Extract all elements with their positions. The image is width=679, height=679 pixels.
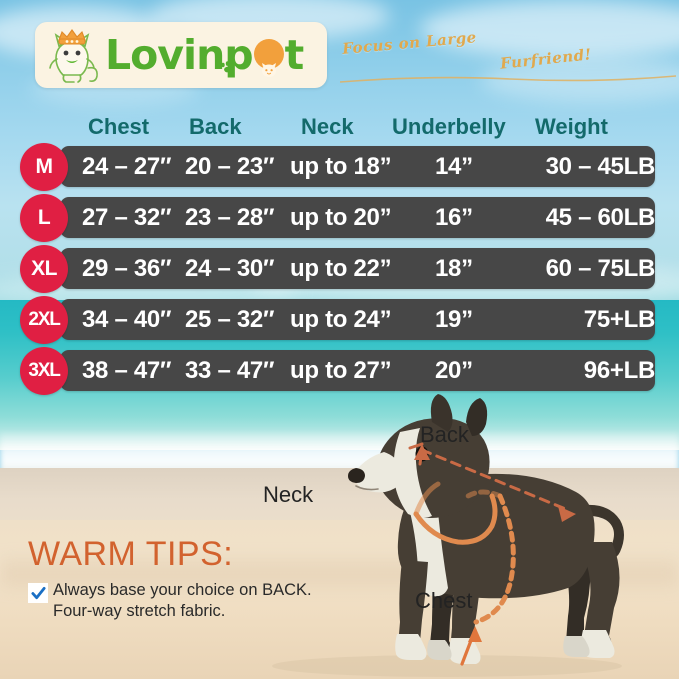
brand-wordmark: Lovinp t <box>105 30 305 79</box>
label-chest: Chest <box>415 588 473 613</box>
cell-weight: 96+LB <box>583 357 656 384</box>
cell-back: 25 – 32″ <box>185 306 275 333</box>
cell-chest: 34 – 40″ <box>82 306 172 333</box>
checkmark-icon <box>28 583 48 603</box>
warm-tips-line-2: BACK. Four-way stretch fabric. <box>53 581 312 620</box>
cell-chest: 24 – 27″ <box>82 153 172 180</box>
table-row[interactable]: XL 29 – 36″ 24 – 30″ up to 22” 18” 60 – … <box>0 245 679 293</box>
size-table: Chest Back Neck Underbelly Weight M 24 –… <box>0 112 679 401</box>
cell-underbelly: 19” <box>435 306 473 333</box>
cell-neck: up to 27” <box>290 357 392 384</box>
cell-neck: up to 24” <box>290 306 392 333</box>
label-back: Back <box>420 422 469 447</box>
cell-back: 20 – 23″ <box>185 153 275 180</box>
warm-tips-line-1: Always base your choice on <box>53 581 258 599</box>
column-header-back: Back <box>189 114 242 139</box>
row-background <box>60 350 655 391</box>
column-header-neck: Neck <box>301 114 354 139</box>
cell-chest: 38 – 47″ <box>82 357 172 384</box>
size-badge: 3XL <box>20 347 68 395</box>
row-background <box>60 248 655 289</box>
cell-weight: 60 – 75LB <box>545 255 656 282</box>
table-header-row: Chest Back Neck Underbelly Weight <box>0 112 679 146</box>
warm-tips-text: Always base your choice on BACK. Four-wa… <box>53 580 328 622</box>
brand-logo: Lovinp t <box>35 22 327 88</box>
row-background <box>60 146 655 187</box>
warm-tips-body: Always base your choice on BACK. Four-wa… <box>28 580 328 622</box>
cell-underbelly: 18” <box>435 255 473 282</box>
cell-neck: up to 20” <box>290 204 392 231</box>
table-row[interactable]: 3XL 38 – 47″ 33 – 47″ up to 27” 20” 96+L… <box>0 347 679 395</box>
warm-tips-title: WARM TIPS: <box>28 535 234 573</box>
cell-chest: 29 – 36″ <box>82 255 172 282</box>
size-badge: 2XL <box>20 296 68 344</box>
cloud-shape <box>420 0 679 58</box>
cell-underbelly: 14” <box>435 153 473 180</box>
cell-back: 23 – 28″ <box>185 204 275 231</box>
cloud-shape <box>480 58 679 102</box>
wordmark-e-cat-icon <box>253 38 284 77</box>
column-header-weight: Weight <box>535 114 608 139</box>
table-row[interactable]: 2XL 34 – 40″ 25 – 32″ up to 24” 19” 75+L… <box>0 296 679 344</box>
dog-illustration-icon <box>232 392 679 679</box>
cell-underbelly: 16” <box>435 204 473 231</box>
cell-chest: 27 – 32″ <box>82 204 172 231</box>
cat-mascot-icon <box>41 26 103 84</box>
paw-print-icon <box>220 39 235 72</box>
table-row[interactable]: L 27 – 32″ 23 – 28″ up to 20” 16” 45 – 6… <box>0 194 679 242</box>
column-header-chest: Chest <box>88 114 150 139</box>
size-badge: L <box>20 194 68 242</box>
row-background <box>60 299 655 340</box>
wordmark-part-2: t <box>284 30 305 79</box>
warm-tips-section: WARM TIPS: Always base your choice on BA… <box>28 534 328 622</box>
cell-back: 24 – 30″ <box>185 255 275 282</box>
cell-weight: 75+LB <box>583 306 656 333</box>
table-row[interactable]: M 24 – 27″ 20 – 23″ up to 18” 14” 30 – 4… <box>0 143 679 191</box>
cell-weight: 30 – 45LB <box>545 153 656 180</box>
label-neck: Neck <box>263 482 314 507</box>
cell-neck: up to 18” <box>290 153 392 180</box>
cell-underbelly: 20” <box>435 357 473 384</box>
cell-neck: up to 22” <box>290 255 392 282</box>
column-header-underbelly: Underbelly <box>392 114 506 139</box>
cell-weight: 45 – 60LB <box>545 204 656 231</box>
size-badge: M <box>20 143 68 191</box>
row-background <box>60 197 655 238</box>
size-badge: XL <box>20 245 68 293</box>
cell-back: 33 – 47″ <box>185 357 275 384</box>
